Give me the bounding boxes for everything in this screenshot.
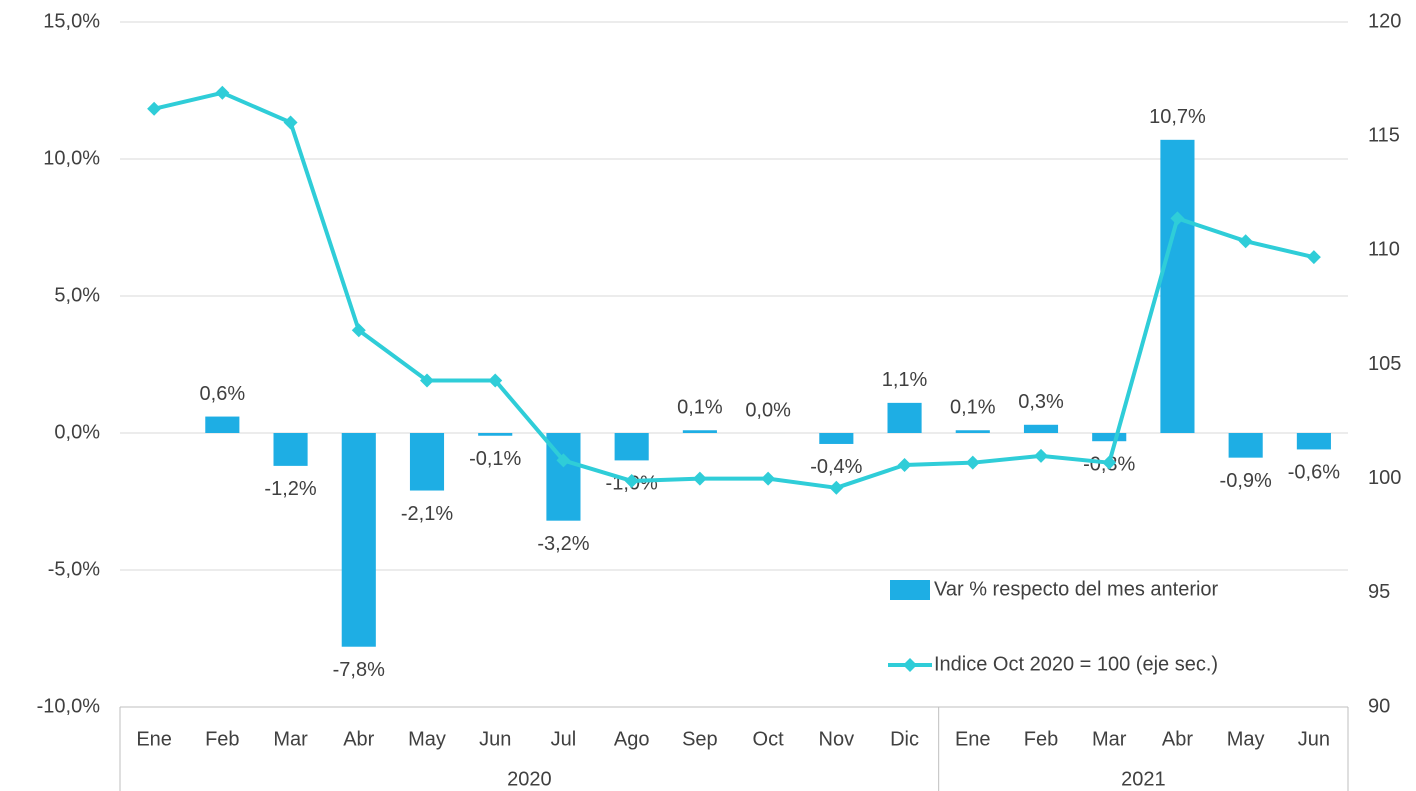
legend-swatch bbox=[903, 658, 917, 672]
line-marker bbox=[897, 457, 912, 472]
line-marker bbox=[1102, 455, 1117, 470]
line-marker bbox=[1238, 234, 1253, 249]
data-label: -0,9% bbox=[1220, 470, 1272, 492]
bar bbox=[1228, 433, 1263, 458]
data-label: 10,7% bbox=[1149, 106, 1206, 128]
x-tick-label: Feb bbox=[1024, 728, 1058, 750]
bar bbox=[478, 433, 513, 436]
y-tick-label: -5,0% bbox=[48, 558, 100, 580]
y2-tick-label: 90 bbox=[1368, 695, 1390, 717]
x-tick-label: Abr bbox=[343, 728, 374, 750]
bar bbox=[1160, 139, 1195, 433]
data-label: -0,1% bbox=[469, 448, 521, 470]
data-label: -2,1% bbox=[401, 503, 453, 525]
line-marker bbox=[351, 323, 366, 338]
line-marker bbox=[829, 480, 844, 495]
x-tick-label: Jun bbox=[1298, 728, 1330, 750]
y-tick-label: -10,0% bbox=[37, 695, 101, 717]
y2-tick-label: 95 bbox=[1368, 581, 1390, 603]
y-tick-label: 10,0% bbox=[43, 147, 100, 169]
data-label: -0,6% bbox=[1288, 462, 1340, 484]
x-tick-label: Nov bbox=[819, 728, 855, 750]
x-tick-label: Jun bbox=[479, 728, 511, 750]
x-tick-label: Mar bbox=[273, 728, 308, 750]
data-label: 0,1% bbox=[950, 397, 996, 419]
bar bbox=[341, 433, 376, 647]
data-label: -3,2% bbox=[537, 533, 589, 555]
line bbox=[153, 90, 1315, 490]
legend-label: Indice Oct 2020 = 100 (eje sec.) bbox=[934, 653, 1218, 675]
x-tick-label: Oct bbox=[753, 728, 785, 750]
y-tick-label: 5,0% bbox=[54, 284, 100, 306]
bar bbox=[1296, 433, 1331, 450]
bar bbox=[682, 430, 717, 433]
bar bbox=[614, 433, 649, 461]
x-tick-label: Ene bbox=[955, 728, 991, 750]
data-label: 1,1% bbox=[882, 369, 928, 391]
bar bbox=[205, 416, 240, 433]
x-tick-label: Mar bbox=[1092, 728, 1127, 750]
line-marker bbox=[1034, 448, 1048, 463]
legend-label: Var % respecto del mes anterior bbox=[934, 578, 1219, 600]
line-marker bbox=[215, 85, 230, 100]
data-label: -7,8% bbox=[333, 659, 385, 681]
year-label: 2021 bbox=[1121, 768, 1166, 790]
line-marker bbox=[147, 101, 162, 116]
y-tick-label: 15,0% bbox=[43, 10, 100, 32]
x-tick-label: Jul bbox=[551, 728, 577, 750]
y2-tick-label: 105 bbox=[1368, 353, 1401, 375]
line-marker bbox=[965, 455, 980, 470]
bar bbox=[887, 402, 922, 433]
bar bbox=[409, 433, 445, 491]
y2-tick-label: 120 bbox=[1368, 10, 1401, 32]
bar bbox=[955, 430, 990, 433]
legend-swatch bbox=[890, 580, 930, 600]
year-label: 2020 bbox=[507, 768, 552, 790]
data-label: 0,1% bbox=[677, 397, 723, 419]
data-label: 0,0% bbox=[745, 399, 791, 421]
line-marker bbox=[761, 471, 776, 486]
x-tick-label: Dic bbox=[890, 728, 919, 750]
x-tick-label: Abr bbox=[1162, 728, 1193, 750]
y2-tick-label: 115 bbox=[1368, 124, 1400, 146]
line-marker bbox=[556, 453, 571, 468]
x-tick-label: Ene bbox=[136, 728, 172, 750]
bar bbox=[1023, 424, 1059, 433]
data-label: 0,3% bbox=[1018, 391, 1064, 413]
x-tick-label: May bbox=[408, 728, 446, 750]
data-label: -1,2% bbox=[264, 478, 316, 500]
bar bbox=[273, 433, 308, 466]
x-tick-label: May bbox=[1227, 728, 1265, 750]
line-marker bbox=[692, 471, 707, 486]
y2-tick-label: 100 bbox=[1368, 467, 1401, 489]
line-marker bbox=[624, 473, 639, 488]
line-marker bbox=[283, 115, 298, 130]
y2-tick-label: 110 bbox=[1368, 239, 1400, 261]
x-tick-label: Sep bbox=[682, 728, 718, 750]
line-marker bbox=[1170, 211, 1185, 226]
data-label: -0,4% bbox=[810, 456, 862, 478]
x-tick-label: Ago bbox=[614, 728, 650, 750]
line-marker bbox=[420, 373, 434, 388]
data-label: 0,6% bbox=[200, 383, 246, 405]
y-tick-label: 0,0% bbox=[54, 421, 100, 443]
x-tick-label: Feb bbox=[205, 728, 239, 750]
bar bbox=[819, 433, 854, 444]
bar bbox=[1092, 433, 1127, 442]
line-marker bbox=[1306, 250, 1321, 265]
line-marker bbox=[488, 373, 503, 388]
